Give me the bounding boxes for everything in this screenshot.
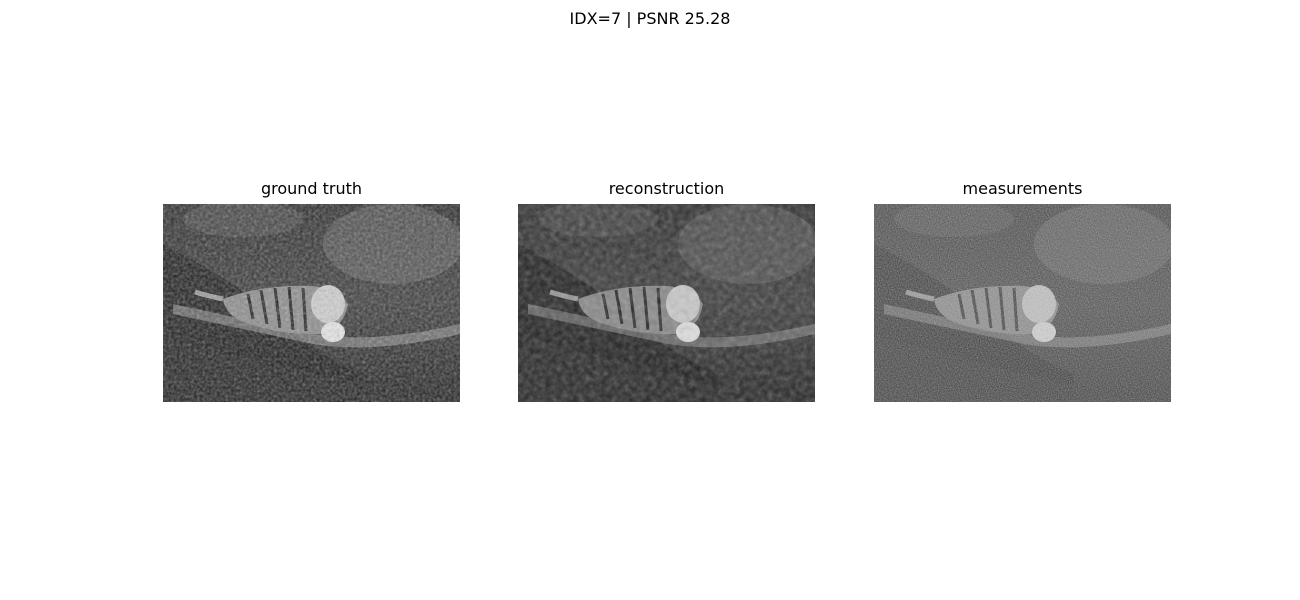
panel-title-ground-truth: ground truth xyxy=(260,179,363,198)
panel-title-reconstruction: reconstruction xyxy=(608,179,725,198)
figure-suptitle: IDX=7 | PSNR 25.28 xyxy=(569,9,731,28)
ground-truth-image xyxy=(163,204,460,402)
reconstruction-image xyxy=(518,204,815,402)
panel-title-measurements: measurements xyxy=(962,179,1083,198)
measurements-image xyxy=(874,204,1171,402)
